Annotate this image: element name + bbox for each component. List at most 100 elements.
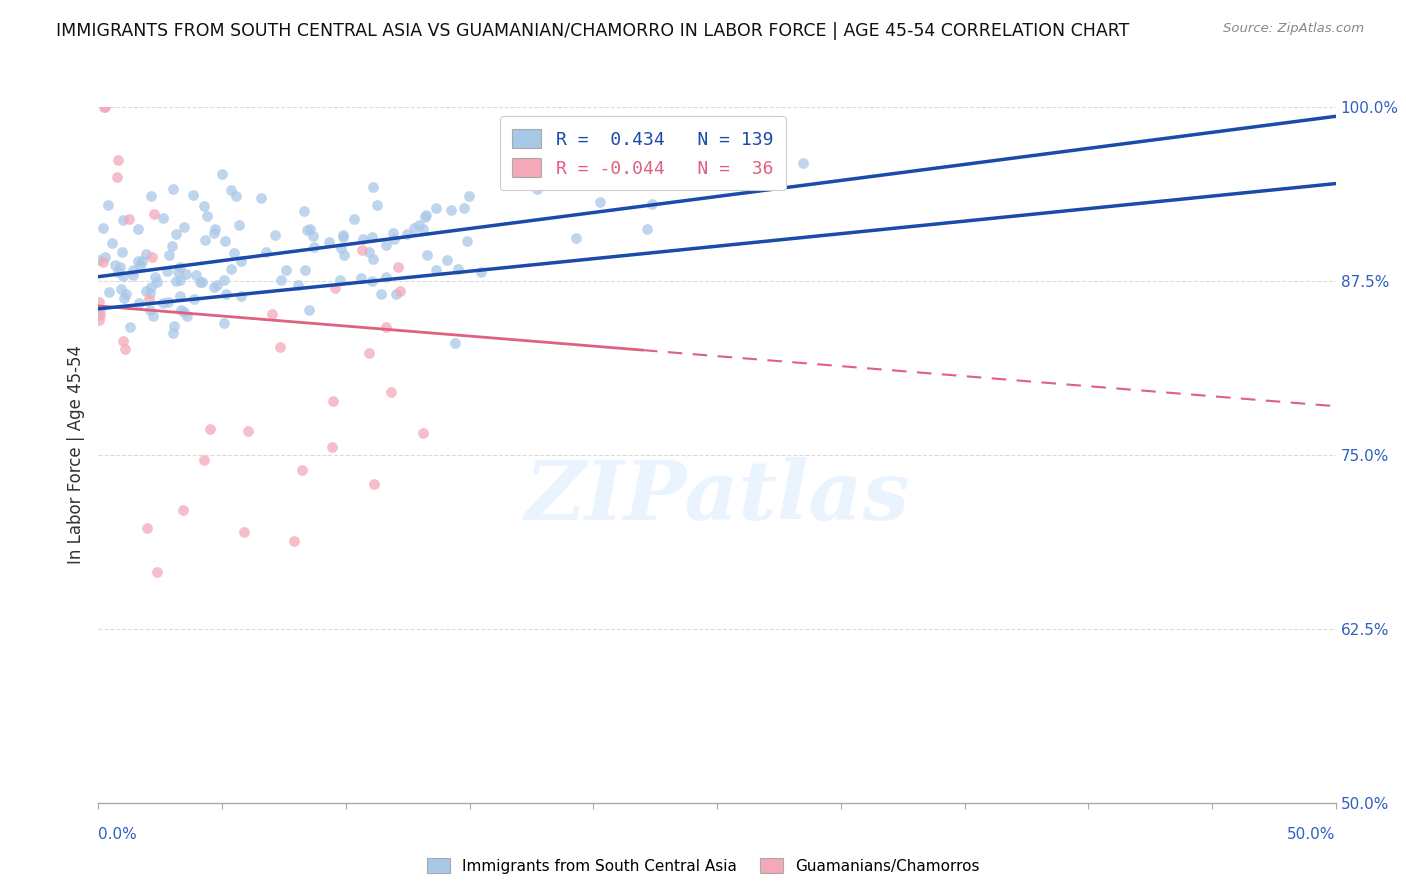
Point: [236, 425, 259, 439]
Point: [193, 452, 215, 467]
Point: [170, 302, 193, 317]
Text: 0.0%: 0.0%: [98, 827, 138, 841]
Point: [287, 277, 309, 292]
Point: [97, 198, 120, 212]
Point: [589, 194, 612, 209]
Point: [193, 199, 215, 213]
Point: [689, 173, 711, 187]
Point: [107, 153, 129, 168]
Point: [89, 295, 111, 310]
Point: [152, 211, 174, 226]
Point: [264, 227, 287, 242]
Point: [202, 280, 225, 294]
Point: [111, 334, 134, 348]
Point: [412, 222, 434, 236]
Point: [375, 269, 398, 284]
Point: [456, 235, 478, 249]
Point: [350, 271, 373, 285]
Point: [408, 218, 430, 232]
Point: [142, 309, 165, 323]
Point: [195, 209, 218, 223]
Point: [214, 234, 236, 248]
Point: [169, 289, 191, 303]
Point: [375, 238, 398, 252]
Point: [304, 240, 326, 254]
Point: [156, 264, 179, 278]
Point: [162, 326, 184, 341]
Point: [292, 204, 315, 219]
Y-axis label: In Labor Force | Age 45-54: In Labor Force | Age 45-54: [67, 345, 86, 565]
Point: [188, 276, 211, 290]
Point: [205, 278, 228, 293]
Point: [190, 276, 212, 290]
Point: [291, 463, 314, 477]
Point: [94, 251, 117, 265]
Point: [112, 291, 135, 305]
Point: [329, 272, 352, 286]
Point: [89, 309, 111, 323]
Point: [384, 286, 406, 301]
Point: [380, 385, 402, 400]
Point: [212, 317, 235, 331]
Point: [357, 244, 380, 259]
Point: [194, 233, 217, 247]
Point: [229, 289, 252, 303]
Point: [382, 232, 405, 246]
Point: [110, 260, 132, 274]
Point: [184, 268, 207, 282]
Point: [117, 212, 139, 227]
Point: [204, 222, 226, 236]
Point: [174, 268, 197, 282]
Point: [444, 336, 467, 351]
Point: [260, 307, 283, 321]
Point: [139, 280, 162, 294]
Point: [641, 197, 664, 211]
Point: [127, 254, 149, 268]
Point: [270, 273, 292, 287]
Point: [565, 231, 588, 245]
Point: [352, 231, 374, 245]
Point: [173, 305, 195, 319]
Point: [131, 253, 153, 268]
Point: [136, 521, 159, 535]
Point: [396, 227, 419, 241]
Point: [114, 342, 136, 356]
Point: [425, 263, 447, 277]
Point: [104, 258, 127, 272]
Point: [165, 227, 187, 241]
Point: [135, 284, 157, 298]
Point: [361, 230, 384, 244]
Point: [224, 246, 246, 260]
Point: [375, 320, 398, 334]
Point: [631, 170, 654, 185]
Point: [329, 241, 352, 255]
Point: [157, 248, 180, 262]
Text: 50.0%: 50.0%: [1288, 827, 1336, 841]
Text: Source: ZipAtlas.com: Source: ZipAtlas.com: [1223, 22, 1364, 36]
Point: [413, 210, 436, 224]
Point: [89, 303, 111, 318]
Point: [631, 177, 654, 191]
Point: [169, 273, 191, 287]
Point: [162, 181, 184, 195]
Point: [325, 281, 347, 295]
Point: [352, 243, 374, 257]
Legend: Immigrants from South Central Asia, Guamanians/Chamorros: Immigrants from South Central Asia, Guam…: [420, 852, 986, 880]
Point: [446, 261, 468, 276]
Legend: R =  0.434   N = 139, R = -0.044   N =  36: R = 0.434 N = 139, R = -0.044 N = 36: [499, 116, 786, 190]
Point: [156, 295, 179, 310]
Point: [321, 440, 343, 454]
Point: [141, 250, 163, 264]
Point: [591, 178, 613, 192]
Point: [110, 282, 132, 296]
Point: [87, 313, 110, 327]
Point: [366, 198, 388, 212]
Point: [440, 203, 463, 218]
Point: [228, 218, 250, 232]
Point: [526, 182, 548, 196]
Point: [165, 274, 187, 288]
Point: [402, 220, 425, 235]
Point: [361, 252, 384, 266]
Point: [211, 167, 233, 181]
Point: [169, 260, 191, 274]
